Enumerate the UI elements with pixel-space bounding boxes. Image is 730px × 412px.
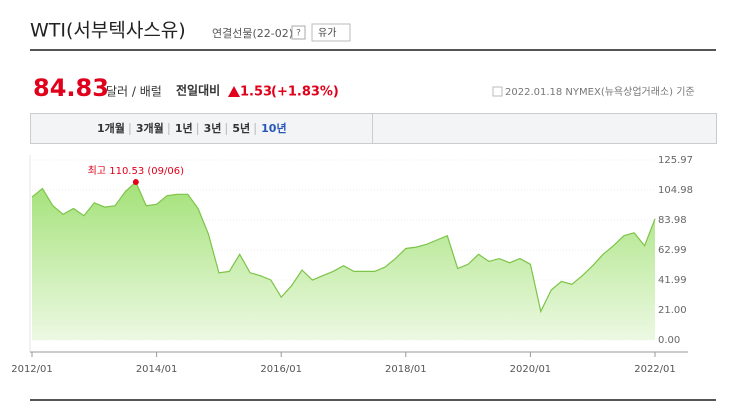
- price: 84.83: [33, 74, 109, 102]
- up-arrow: [228, 86, 240, 97]
- footer-rule: [30, 399, 716, 401]
- x-tick-label: 2016/01: [260, 364, 302, 375]
- change-label: 전일대비: [176, 83, 220, 98]
- x-tick-label: 2018/01: [385, 364, 427, 375]
- x-tick-label: 2020/01: [510, 364, 552, 375]
- x-tick-label: 2022/01: [634, 364, 676, 375]
- unit: 달러 / 배럴: [106, 85, 162, 99]
- tab[interactable]: 10년: [261, 121, 286, 135]
- category-button[interactable]: [311, 23, 351, 42]
- calendar-icon: [492, 86, 503, 97]
- y-tick-label: 41.99: [658, 275, 687, 286]
- subtitle: 연결선물(22-02): [212, 27, 293, 40]
- basis: 2022.01.18 NYMEX(뉴욕상업거래소) 기준: [505, 85, 695, 98]
- y-tick-label: 104.98: [658, 185, 693, 196]
- y-tick-label: 125.97: [658, 155, 693, 166]
- y-tick-label: 62.99: [658, 245, 687, 256]
- help-box[interactable]: [291, 25, 306, 40]
- tab[interactable]: 5년: [232, 121, 250, 135]
- x-tick-label: 2012/01: [11, 364, 53, 375]
- y-tick-label: 21.00: [658, 305, 687, 316]
- x-tick-label: 2014/01: [136, 364, 178, 375]
- help[interactable]: ?: [296, 29, 301, 39]
- tab[interactable]: 1년: [175, 121, 193, 135]
- max-point: [132, 179, 139, 186]
- change-pct: (+1.83%): [271, 85, 339, 100]
- y-tick-label: 83.98: [658, 215, 687, 226]
- change: 1.53: [240, 85, 272, 100]
- tab[interactable]: 3년: [204, 121, 222, 135]
- title: WTI(서부텍사스유): [30, 20, 186, 42]
- y-tick-label: 0.00: [658, 335, 680, 346]
- header-rule: [30, 49, 716, 51]
- tab-bar: [30, 113, 717, 144]
- category-button-label[interactable]: 유가: [318, 27, 336, 39]
- area: [32, 182, 655, 340]
- tab[interactable]: 3개월: [136, 121, 164, 135]
- tab[interactable]: 1개월: [97, 121, 125, 135]
- max-annotation: 최고 110.53 (09/06): [88, 165, 184, 177]
